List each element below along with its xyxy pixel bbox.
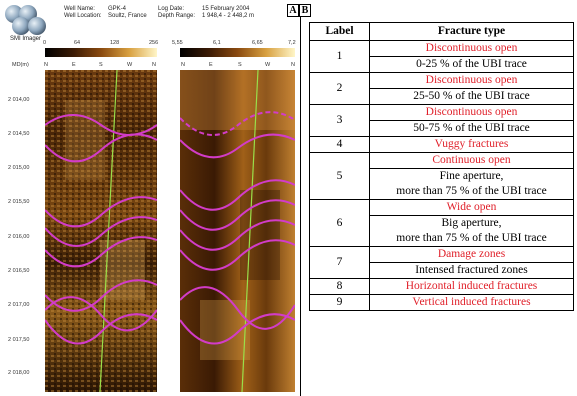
compass-a-s: S xyxy=(99,62,103,68)
depth-tick: 2 014,50 xyxy=(8,131,30,137)
depth-axis-label: MD(m) xyxy=(12,62,29,68)
color-scale-a xyxy=(45,48,157,57)
table-row: 7 Damage zones xyxy=(309,246,574,279)
well-location: Soultz, France xyxy=(108,13,147,19)
compass-a-n: N xyxy=(44,62,48,68)
compass-b-w: W xyxy=(265,62,271,68)
row-desc-line1: Fine aperture, xyxy=(439,170,504,182)
panel-divider xyxy=(300,16,301,396)
table-row: 1 Discontinuous open xyxy=(309,40,574,73)
compass-b-n2: N xyxy=(291,62,295,68)
scale-b-tick: 6,65 xyxy=(252,40,263,46)
row-desc: 0-25 % of the UBI trace xyxy=(369,56,574,73)
row-type: Vertical induced fractures xyxy=(369,294,574,311)
table-row: 8 Horizontal induced fractures xyxy=(309,278,574,295)
row-type: Horizontal induced fractures xyxy=(369,278,574,295)
row-type: Damage zones xyxy=(369,246,574,263)
globes-icon xyxy=(5,5,46,35)
row-desc: Big aperture, more than 75 % of the UBI t… xyxy=(369,215,574,247)
row-type: Continuous open xyxy=(369,152,574,169)
row-label: 3 xyxy=(309,104,370,137)
row-label: 7 xyxy=(309,246,370,279)
row-desc-line2: more than 75 % of the UBI trace xyxy=(396,185,547,197)
depth-tick: 2 016,00 xyxy=(8,234,30,240)
row-label: 2 xyxy=(309,72,370,105)
depth-tick: 2 015,50 xyxy=(8,199,30,205)
depth-tick: 2 016,50 xyxy=(8,268,30,274)
table-row: 2 Discontinuous open xyxy=(309,72,574,105)
row-label: 6 xyxy=(309,199,370,247)
row-desc-line2: more than 75 % of the UBI trace xyxy=(396,232,547,244)
fracture-type-table: Label Fracture type 1 Discontinuous open… xyxy=(309,22,574,311)
scale-a-tick: 0 xyxy=(43,40,47,46)
depth-tick: 2 018,00 xyxy=(8,370,30,376)
row-label: 4 xyxy=(309,136,370,153)
compass-a-n2: N xyxy=(152,62,156,68)
row-desc: 50-75 % of the UBI trace xyxy=(369,120,574,137)
row-label: 8 xyxy=(309,278,370,295)
table-row: 6 Wide open xyxy=(309,199,574,247)
depth-tick: 2 017,00 xyxy=(8,302,30,308)
row-label: 5 xyxy=(309,152,370,200)
table-row: 9 Vertical induced fractures xyxy=(309,294,574,311)
borehole-image-track-b xyxy=(180,70,295,392)
row-label: 9 xyxy=(309,294,370,311)
row-type: Wide open xyxy=(369,199,574,216)
row-desc-line1: Big aperture, xyxy=(441,217,502,229)
row-desc: 25-50 % of the UBI trace xyxy=(369,88,574,105)
table-row: 4 Vuggy fractures xyxy=(309,136,574,153)
scale-a-tick: 64 xyxy=(74,40,81,46)
table-row: 25-50 % of the UBI trace xyxy=(310,88,574,105)
scale-b-tick: 7,2 xyxy=(288,40,296,46)
well-name: GPK-4 xyxy=(108,6,127,12)
compass-b-s: S xyxy=(238,62,242,68)
scale-a-tick: 256 xyxy=(149,40,159,46)
color-scale-b xyxy=(180,48,295,57)
row-desc: Intensed fractured zones xyxy=(369,262,574,279)
well-location-label: Well Location: xyxy=(64,13,102,19)
table-row: 5 Continuous open xyxy=(309,152,574,200)
depth-range-label: Depth Range: xyxy=(158,13,196,19)
compass-b-n: N xyxy=(181,62,185,68)
log-date: 15 February 2004 xyxy=(202,6,250,12)
compass-b-e: E xyxy=(209,62,213,68)
row-type: Discontinuous open xyxy=(369,40,574,57)
panel-label-b: B xyxy=(299,4,311,17)
table-row: 3 Discontinuous open xyxy=(309,104,574,137)
table-header-row: Label Fracture type xyxy=(309,22,574,41)
depth-tick: 2 017,50 xyxy=(8,337,30,343)
compass-a-w: W xyxy=(127,62,133,68)
header-fracture-type: Fracture type xyxy=(369,22,574,41)
depth-tick: 2 014,00 xyxy=(8,97,30,103)
compass-a-e: E xyxy=(72,62,76,68)
depth-range: 1 948,4 - 2 448,2 m xyxy=(202,13,255,19)
borehole-image-track-a xyxy=(45,70,157,392)
row-desc: Fine aperture, more than 75 % of the UBI … xyxy=(369,168,574,200)
log-date-label: Log Date: xyxy=(158,6,185,12)
row-type: Discontinuous open xyxy=(369,104,574,121)
scale-b-tick: 6,1 xyxy=(213,40,221,46)
well-name-label: Well Name: xyxy=(64,6,95,12)
header-label: Label xyxy=(309,22,370,41)
logo-label: SMI Imager xyxy=(10,36,42,42)
panel-label-a: A xyxy=(287,4,299,17)
smi-imager-logo: SMI Imager xyxy=(4,4,50,44)
table-row: 50-75 % of the UBI trace xyxy=(310,120,574,137)
table-row: Big aperture, more than 75 % of the UBI t… xyxy=(310,215,574,247)
scale-a-tick: 128 xyxy=(110,40,120,46)
scale-b-tick: 5,55 xyxy=(172,40,183,46)
table-row: Fine aperture, more than 75 % of the UBI … xyxy=(310,168,574,200)
depth-tick: 2 015,00 xyxy=(8,165,30,171)
row-type: Vuggy fractures xyxy=(369,136,574,153)
row-type: Discontinuous open xyxy=(369,72,574,89)
row-label: 1 xyxy=(309,40,370,73)
